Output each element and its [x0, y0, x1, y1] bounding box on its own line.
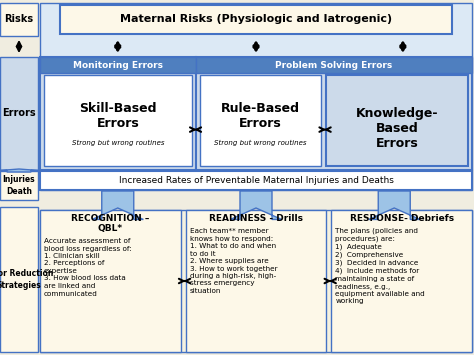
FancyBboxPatch shape [0, 171, 38, 200]
FancyBboxPatch shape [186, 210, 326, 352]
FancyBboxPatch shape [60, 5, 452, 34]
FancyBboxPatch shape [0, 207, 38, 352]
Text: Errors: Errors [2, 109, 36, 119]
Text: Problem Solving Errors: Problem Solving Errors [275, 60, 392, 70]
FancyBboxPatch shape [200, 75, 321, 166]
Text: Strong but wrong routines: Strong but wrong routines [214, 140, 307, 146]
FancyBboxPatch shape [195, 57, 472, 170]
FancyBboxPatch shape [44, 75, 191, 166]
Text: Strong but wrong routines: Strong but wrong routines [72, 140, 164, 146]
FancyBboxPatch shape [40, 210, 181, 352]
FancyBboxPatch shape [40, 3, 472, 190]
Text: Risks: Risks [4, 15, 34, 24]
Text: RECOGNITION –
QBL*: RECOGNITION – QBL* [71, 214, 149, 233]
Polygon shape [0, 169, 38, 172]
Text: READINESS - Drills: READINESS - Drills [209, 214, 303, 223]
FancyBboxPatch shape [195, 57, 472, 73]
Text: Increased Rates of Preventable Maternal Injuries and Deaths: Increased Rates of Preventable Maternal … [118, 176, 393, 185]
Text: Injuries
Death: Injuries Death [3, 175, 35, 196]
FancyBboxPatch shape [0, 57, 38, 170]
FancyBboxPatch shape [40, 57, 195, 170]
Text: RESPONSE- Debriefs: RESPONSE- Debriefs [350, 214, 454, 223]
FancyBboxPatch shape [331, 210, 472, 352]
FancyBboxPatch shape [40, 171, 472, 190]
Text: Rule-Based
Errors: Rule-Based Errors [221, 102, 300, 130]
Text: Maternal Risks (Physiologic and Iatrogenic): Maternal Risks (Physiologic and Iatrogen… [120, 15, 392, 24]
Polygon shape [92, 191, 143, 219]
Text: Error Reduction
Strategies: Error Reduction Strategies [0, 269, 53, 290]
Text: Skill-Based
Errors: Skill-Based Errors [79, 102, 156, 130]
Text: Knowledge-
Based
Errors: Knowledge- Based Errors [356, 107, 438, 150]
Text: Monitoring Errors: Monitoring Errors [73, 60, 163, 70]
FancyBboxPatch shape [326, 75, 468, 166]
Text: Each team** member
knows how to respond:
1. What to do and when
to do it
2. Wher: Each team** member knows how to respond:… [190, 228, 277, 294]
FancyBboxPatch shape [0, 3, 38, 36]
FancyBboxPatch shape [40, 210, 472, 352]
Text: The plans (policies and
procedures) are:
1)  Adequate
2)  Comprehensive
3)  Deci: The plans (policies and procedures) are:… [335, 228, 425, 305]
Polygon shape [230, 191, 282, 219]
Polygon shape [369, 191, 420, 219]
FancyBboxPatch shape [40, 57, 195, 73]
Text: Accurate assessment of
blood loss regardless of:
1. Clinician skill
2. Perceptio: Accurate assessment of blood loss regard… [44, 238, 132, 296]
